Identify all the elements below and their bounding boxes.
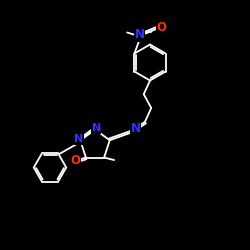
Text: N: N (74, 134, 84, 144)
Text: N: N (135, 28, 145, 42)
Text: N: N (92, 123, 101, 133)
Text: O: O (70, 154, 81, 166)
Text: O: O (156, 21, 166, 34)
Text: N: N (130, 122, 140, 135)
